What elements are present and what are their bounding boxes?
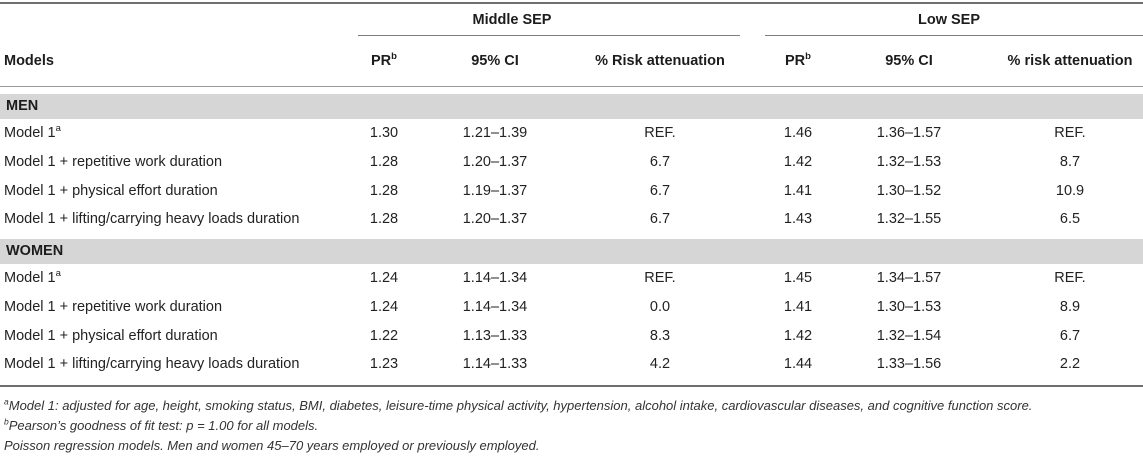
cell-pr-middle: 1.28 bbox=[369, 153, 399, 170]
cell-pr-low: 1.46 bbox=[783, 125, 813, 141]
cell-ci-low: 1.30–1.53 bbox=[876, 298, 942, 315]
column-header-pr-low: PRb bbox=[785, 51, 811, 69]
footnote-marker: a bbox=[55, 268, 61, 280]
cell-pr-middle: 1.28 bbox=[369, 182, 399, 199]
cell-ci-low: 1.32–1.55 bbox=[876, 211, 942, 228]
footnote: Poisson regression models. Men and women… bbox=[4, 438, 539, 453]
cell-attenuation-low: 8.9 bbox=[1059, 298, 1081, 315]
section-label: MEN bbox=[6, 98, 39, 114]
cell-attenuation-low: 10.9 bbox=[1055, 182, 1085, 199]
cell-attenuation-low: 8.7 bbox=[1059, 153, 1081, 170]
table-bottom-rule bbox=[0, 385, 1143, 387]
cell-attenuation-middle: 6.7 bbox=[649, 211, 671, 228]
cell-ci-middle: 1.19–1.37 bbox=[462, 182, 528, 199]
cell-attenuation-middle: REF. bbox=[644, 270, 676, 286]
cell-model-name: Model 1a bbox=[4, 124, 61, 142]
footnote-text: Poisson regression models. Men and women… bbox=[4, 438, 540, 453]
cell-pr-low: 1.43 bbox=[783, 211, 813, 228]
section-label: WOMEN bbox=[6, 243, 64, 259]
column-header-ci-middle: 95% CI bbox=[471, 53, 519, 69]
model-label: Model 1 + repetitive work duration bbox=[4, 298, 223, 315]
footnote: aModel 1: adjusted for age, height, smok… bbox=[4, 396, 1033, 413]
cell-attenuation-middle: 6.7 bbox=[649, 182, 671, 199]
cell-pr-low: 1.42 bbox=[783, 327, 813, 344]
cell-ci-low: 1.33–1.56 bbox=[876, 356, 942, 373]
cell-pr-middle: 1.30 bbox=[369, 125, 399, 141]
cell-ci-middle: 1.14–1.34 bbox=[462, 270, 528, 286]
group-header-low-sep: Low SEP bbox=[917, 12, 981, 28]
cell-ci-middle: 1.14–1.34 bbox=[462, 298, 528, 315]
cell-pr-low: 1.44 bbox=[783, 356, 813, 373]
column-header-models: Models bbox=[4, 53, 54, 69]
cell-ci-middle: 1.20–1.37 bbox=[462, 211, 528, 228]
cell-ci-low: 1.30–1.52 bbox=[876, 182, 942, 199]
cell-pr-middle: 1.24 bbox=[369, 298, 399, 315]
model-label: Model 1 + lifting/carrying heavy loads d… bbox=[4, 211, 300, 228]
section-header: WOMEN bbox=[0, 239, 1143, 264]
cell-pr-middle: 1.28 bbox=[369, 211, 399, 228]
cell-model-name: Model 1a bbox=[4, 269, 61, 287]
cell-attenuation-middle: 6.7 bbox=[649, 153, 671, 170]
model-label: Model 1 + lifting/carrying heavy loads d… bbox=[4, 356, 300, 373]
cell-pr-low: 1.42 bbox=[783, 153, 813, 170]
cell-pr-middle: 1.22 bbox=[369, 327, 399, 344]
column-header-ci-low: 95% CI bbox=[885, 53, 933, 69]
cell-pr-middle: 1.24 bbox=[369, 270, 399, 286]
cell-pr-low: 1.41 bbox=[783, 182, 813, 199]
model-label: Model 1 bbox=[4, 270, 56, 286]
cell-ci-middle: 1.13–1.33 bbox=[462, 327, 528, 344]
cell-ci-low: 1.32–1.54 bbox=[876, 327, 942, 344]
cell-ci-middle: 1.21–1.39 bbox=[462, 125, 528, 141]
header-bottom-rule bbox=[0, 86, 1143, 87]
cell-attenuation-middle: 0.0 bbox=[649, 298, 671, 315]
footnote-letter: a bbox=[4, 396, 9, 407]
cell-model-name: Model 1 + lifting/carrying heavy loads d… bbox=[4, 355, 299, 373]
cell-pr-low: 1.45 bbox=[783, 270, 813, 286]
footnote: bPearson’s goodness of fit test: p = 1.0… bbox=[4, 416, 319, 433]
cell-attenuation-low: 6.5 bbox=[1059, 211, 1081, 228]
cell-ci-low: 1.34–1.57 bbox=[876, 270, 942, 286]
footnote-letter: b bbox=[4, 416, 9, 427]
model-label: Model 1 bbox=[4, 125, 56, 141]
model-label: Model 1 + physical effort duration bbox=[4, 327, 218, 344]
cell-attenuation-middle: 8.3 bbox=[649, 327, 671, 344]
footnote-text: Pearson’s goodness of fit test: p = 1.00… bbox=[8, 418, 319, 433]
cell-ci-low: 1.36–1.57 bbox=[876, 125, 942, 141]
group-rule-low bbox=[765, 35, 1143, 36]
column-header-risk-middle: % Risk attenuation bbox=[595, 53, 725, 69]
group-header-middle-sep: Middle SEP bbox=[472, 12, 552, 28]
cell-model-name: Model 1 + repetitive work duration bbox=[4, 298, 222, 316]
cell-pr-low: 1.41 bbox=[783, 298, 813, 315]
footnote-text: Model 1: adjusted for age, height, smoki… bbox=[8, 398, 1033, 413]
cell-model-name: Model 1 + physical effort duration bbox=[4, 327, 218, 345]
table-top-rule bbox=[0, 2, 1143, 4]
cell-model-name: Model 1 + repetitive work duration bbox=[4, 153, 222, 171]
cell-model-name: Model 1 + physical effort duration bbox=[4, 182, 218, 200]
footnote-marker: a bbox=[55, 123, 61, 135]
column-header-pr-middle: PRb bbox=[371, 51, 397, 69]
cell-ci-middle: 1.20–1.37 bbox=[462, 153, 528, 170]
cell-pr-middle: 1.23 bbox=[369, 356, 399, 373]
cell-model-name: Model 1 + lifting/carrying heavy loads d… bbox=[4, 210, 299, 228]
group-rule-middle bbox=[358, 35, 740, 36]
cell-attenuation-low: 6.7 bbox=[1059, 327, 1081, 344]
section-header: MEN bbox=[0, 94, 1143, 119]
cell-attenuation-middle: REF. bbox=[644, 125, 676, 141]
cell-attenuation-middle: 4.2 bbox=[649, 356, 671, 373]
cell-attenuation-low: REF. bbox=[1054, 125, 1086, 141]
column-header-risk-low: % risk attenuation bbox=[1007, 53, 1133, 69]
model-label: Model 1 + physical effort duration bbox=[4, 182, 218, 199]
cell-ci-middle: 1.14–1.33 bbox=[462, 356, 528, 373]
model-label: Model 1 + repetitive work duration bbox=[4, 153, 223, 170]
cell-ci-low: 1.32–1.53 bbox=[876, 153, 942, 170]
cell-attenuation-low: 2.2 bbox=[1059, 356, 1081, 373]
cell-attenuation-low: REF. bbox=[1054, 270, 1086, 286]
